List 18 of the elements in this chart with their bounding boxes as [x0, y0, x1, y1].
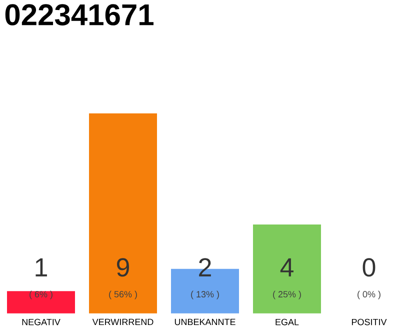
- annotation: ( 13% ): [191, 291, 219, 300]
- x-tick-label: EGAL: [276, 319, 299, 326]
- data-label: 9: [116, 258, 130, 277]
- annotation: ( 6% ): [30, 291, 52, 300]
- x-tick-label: VERWIRREND: [92, 319, 154, 326]
- bar: [89, 114, 157, 314]
- data-label: 1: [36, 258, 47, 277]
- bar: [253, 224, 321, 314]
- x-tick-label: UNBEKANNTE: [174, 319, 236, 326]
- data-label: 4: [280, 258, 294, 277]
- x-tick-label: POSITIV: [352, 319, 387, 326]
- annotation: ( 25% ): [273, 291, 301, 300]
- annotation: ( 56% ): [109, 291, 137, 300]
- data-label: 0: [362, 258, 376, 277]
- chart-title: 022341671: [5, 4, 154, 26]
- annotation: ( 0% ): [358, 291, 380, 300]
- x-tick-label: NEGATIV: [22, 319, 60, 326]
- bar: [7, 291, 75, 314]
